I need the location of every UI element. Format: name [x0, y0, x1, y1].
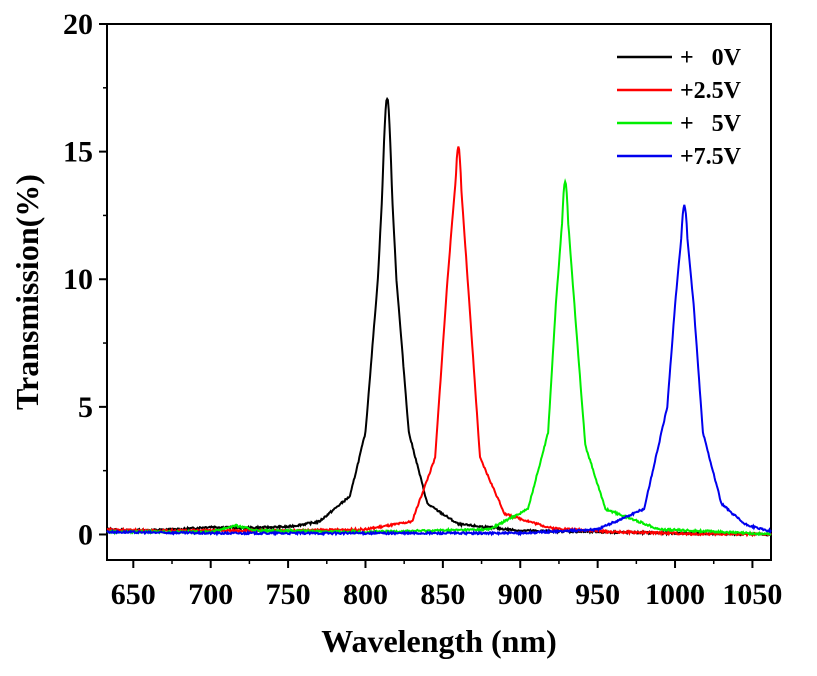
x-tick-label: 750	[266, 578, 311, 611]
axes: 650 700 750 800 850 900 950 1000 1050 0 5 10 15 20	[63, 8, 782, 611]
legend: + 0V +2.5V + 5V +7.5V	[617, 45, 742, 170]
legend-label: + 0V	[680, 45, 742, 71]
x-tick-label: 900	[498, 578, 543, 611]
x-tick-label: 700	[188, 578, 233, 611]
x-tick-label: 1050	[722, 578, 782, 611]
y-tick-label: 20	[63, 8, 93, 41]
plot-frame	[106, 23, 772, 561]
series-line	[106, 204, 772, 537]
x-tick-label: 950	[575, 578, 620, 611]
legend-label: +2.5V	[680, 78, 742, 104]
y-tick-label: 10	[63, 263, 93, 296]
series-line	[106, 178, 772, 537]
legend-label: +7.5V	[680, 144, 742, 170]
series-lines	[106, 96, 772, 538]
x-tick-label: 650	[111, 578, 156, 611]
y-tick-label: 0	[78, 518, 93, 551]
x-tick-label: 1000	[645, 578, 705, 611]
x-axis-title: Wavelength (nm)	[321, 623, 557, 659]
x-tick-label: 850	[420, 578, 465, 611]
legend-label: + 5V	[680, 111, 742, 137]
y-tick-label: 15	[63, 136, 93, 169]
y-axis-title: Transmission(%)	[9, 174, 45, 410]
y-tick-label: 5	[78, 391, 93, 424]
x-tick-label: 800	[343, 578, 388, 611]
series-line	[106, 96, 772, 538]
